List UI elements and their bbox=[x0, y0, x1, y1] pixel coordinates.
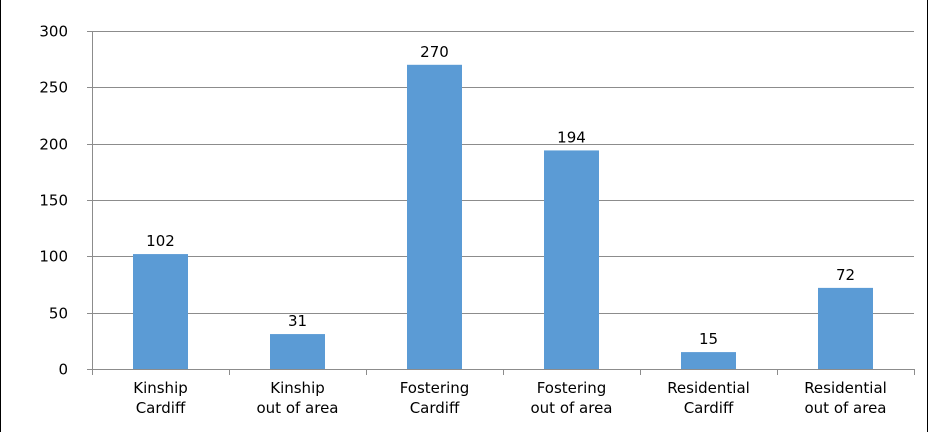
bar bbox=[544, 150, 599, 369]
x-tick-label: Cardiff bbox=[410, 399, 460, 417]
bar bbox=[818, 288, 873, 369]
data-label: 15 bbox=[699, 330, 718, 348]
bar bbox=[270, 334, 325, 369]
x-tick-label: Cardiff bbox=[136, 399, 186, 417]
x-tick-label: Cardiff bbox=[684, 399, 734, 417]
y-tick-label: 250 bbox=[39, 79, 68, 97]
x-tick-label: Residential bbox=[667, 379, 750, 397]
x-tick-label: out of area bbox=[530, 399, 612, 417]
x-tick-label: Fostering bbox=[400, 379, 470, 397]
x-tick-label: out of area bbox=[804, 399, 886, 417]
y-tick-label: 0 bbox=[58, 361, 68, 379]
x-tick-label: Kinship bbox=[270, 379, 325, 397]
y-tick-label: 150 bbox=[39, 192, 68, 210]
x-tick-label: Fostering bbox=[537, 379, 607, 397]
bar bbox=[681, 352, 736, 369]
bar bbox=[133, 254, 188, 369]
x-tick-label: Residential bbox=[804, 379, 887, 397]
y-tick-label: 200 bbox=[39, 136, 68, 154]
y-tick-label: 300 bbox=[39, 23, 68, 41]
data-label: 270 bbox=[420, 43, 449, 61]
data-label: 194 bbox=[557, 128, 586, 146]
y-tick-label: 100 bbox=[39, 248, 68, 266]
data-label: 31 bbox=[288, 312, 307, 330]
y-tick-label: 50 bbox=[49, 305, 68, 323]
data-label: 102 bbox=[146, 232, 175, 250]
data-label: 72 bbox=[836, 266, 855, 284]
bar bbox=[407, 65, 462, 369]
x-tick-label: Kinship bbox=[133, 379, 188, 397]
x-tick-label: out of area bbox=[256, 399, 338, 417]
